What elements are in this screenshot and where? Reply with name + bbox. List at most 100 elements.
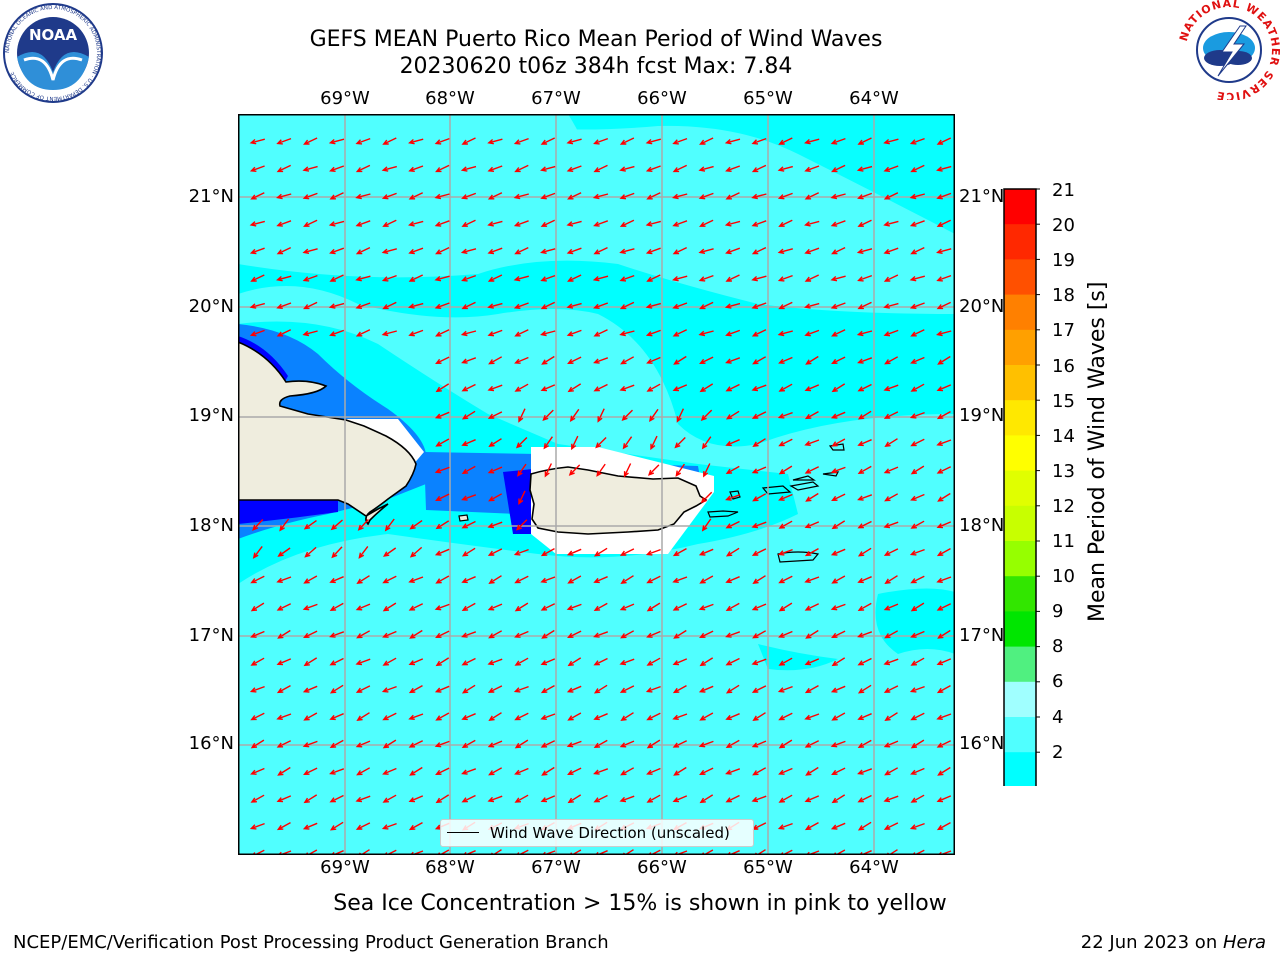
wind-wave-arrow (699, 383, 714, 393)
colorbar-segment (1004, 259, 1036, 296)
wind-wave-arrow (302, 248, 318, 254)
wind-wave-arrow (435, 575, 450, 584)
wind-wave-arrow (646, 274, 661, 282)
wind-wave-arrow (725, 465, 740, 474)
wind-wave-arrow (725, 329, 741, 337)
wind-wave-arrow (857, 739, 872, 748)
wind-wave-arrow (355, 795, 371, 803)
lon-label-top: 69°W (320, 88, 370, 109)
wind-wave-arrow (566, 247, 582, 255)
wind-wave-arrow (434, 302, 450, 309)
wave-period-band (875, 588, 955, 654)
colorbar-segment (1004, 470, 1036, 507)
wind-wave-arrow (676, 408, 685, 423)
wind-wave-arrow (593, 357, 609, 364)
wind-wave-arrow (329, 274, 344, 282)
wind-wave-arrow (778, 739, 793, 749)
wind-wave-arrow (672, 137, 688, 145)
wind-wave-arrow (752, 493, 767, 502)
wind-wave-arrow (593, 246, 608, 255)
wind-wave-arrow (276, 193, 292, 200)
wind-wave-arrow (409, 766, 423, 776)
wind-wave-arrow (805, 850, 820, 855)
colorbar-tick-label: 8 (1052, 636, 1064, 657)
wind-wave-arrow (649, 408, 659, 423)
wind-wave-arrow (355, 603, 371, 611)
wind-wave-arrow (619, 740, 635, 748)
wind-wave-arrow (699, 575, 714, 584)
wind-wave-arrow (514, 794, 529, 803)
wind-wave-arrow (752, 767, 767, 776)
wind-wave-arrow (460, 165, 477, 172)
wind-wave-arrow (672, 795, 688, 803)
wind-wave-arrow (329, 247, 345, 255)
caption: Sea Ice Concentration > 15% is shown in … (333, 891, 947, 916)
wind-wave-arrow (487, 411, 503, 419)
wind-wave-arrow (645, 329, 661, 337)
wind-wave-arrow (909, 193, 925, 200)
wind-wave-arrow (408, 684, 423, 694)
wind-wave-arrow (672, 384, 688, 392)
wind-wave-arrow (461, 301, 476, 310)
colorbar-segment (1004, 505, 1036, 542)
wind-wave-arrow (703, 463, 711, 478)
wind-wave-arrow (831, 246, 846, 255)
wind-wave-arrow (619, 548, 635, 556)
wind-wave-arrow (831, 493, 846, 502)
wind-wave-arrow (382, 739, 397, 749)
wind-wave-arrow (250, 192, 265, 200)
wind-wave-arrow (751, 466, 767, 474)
wind-wave-arrow (487, 603, 503, 611)
wind-wave-arrow (435, 329, 450, 337)
lat-label-left: 18°N (188, 515, 234, 536)
wind-wave-arrow (804, 302, 820, 309)
wind-wave-arrow (883, 274, 899, 282)
wind-wave-arrow (936, 521, 952, 529)
wave-period-band (758, 644, 838, 671)
wind-wave-arrow (619, 248, 635, 254)
wind-wave-arrow (910, 794, 925, 803)
land-hispaniola (238, 341, 417, 526)
wind-wave-arrow (805, 355, 819, 365)
wind-wave-arrow (514, 602, 529, 612)
wind-wave-arrow (540, 603, 556, 611)
wind-wave-arrow (857, 137, 872, 145)
wind-wave-arrow (250, 767, 265, 775)
wind-wave-arrow (381, 822, 397, 830)
wind-wave-arrow (434, 193, 450, 200)
wind-wave-arrow (884, 630, 899, 639)
wind-wave-arrow (857, 657, 872, 666)
wind-wave-arrow (778, 383, 793, 392)
wind-wave-arrow (777, 274, 793, 282)
wind-wave-arrow (303, 767, 318, 776)
wind-wave-arrow (673, 850, 688, 855)
wind-wave-arrow (725, 602, 740, 611)
wind-wave-arrow (883, 138, 899, 145)
wind-wave-arrow (883, 192, 899, 200)
wind-wave-arrow (909, 220, 925, 227)
wind-wave-arrow (593, 794, 608, 803)
wind-wave-arrow (593, 547, 608, 557)
wind-wave-arrow (777, 548, 793, 556)
wind-wave-arrow (276, 740, 292, 748)
wind-wave-arrow (409, 629, 423, 639)
wind-wave-arrow (488, 438, 502, 447)
wind-wave-arrow (725, 383, 740, 392)
wind-wave-arrow (673, 355, 687, 365)
wind-wave-arrow (857, 410, 872, 420)
lat-label-left: 20°N (188, 296, 234, 317)
wind-wave-arrow (936, 713, 952, 720)
wind-wave-arrow (487, 548, 503, 556)
wind-wave-arrow (645, 548, 661, 556)
wind-wave-arrow (593, 602, 608, 611)
wind-wave-arrow (830, 548, 846, 556)
wind-wave-arrow (857, 439, 872, 447)
wind-wave-arrow (541, 850, 556, 855)
wind-wave-arrow (276, 275, 292, 282)
wind-wave-arrow (698, 248, 714, 254)
wind-wave-arrow (701, 436, 712, 450)
wind-wave-arrow (725, 520, 740, 529)
lon-label-bottom: 65°W (743, 857, 793, 878)
wind-wave-arrow (804, 713, 820, 720)
